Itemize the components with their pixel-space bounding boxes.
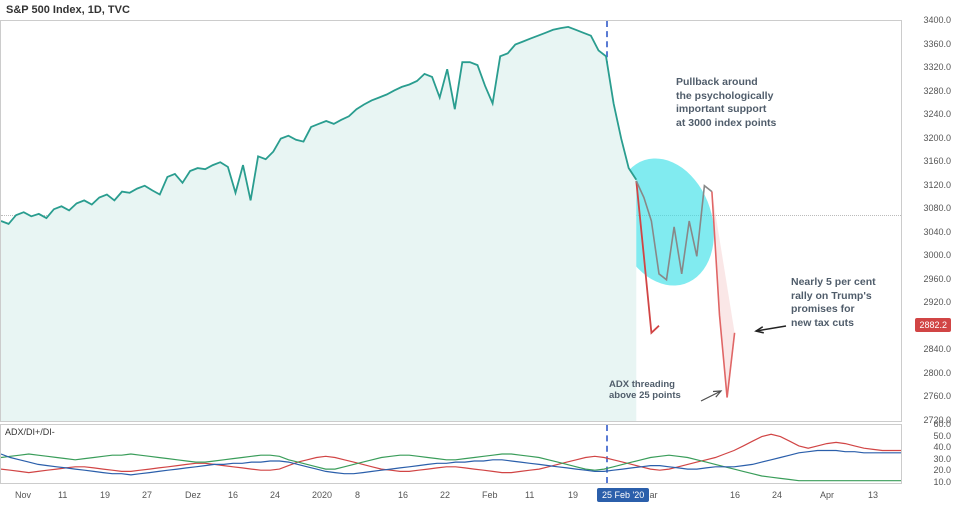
x-tick-label: 8 (355, 490, 360, 500)
y-tick-label: 3040.0 (923, 227, 951, 237)
y-tick-label: 2960.0 (923, 274, 951, 284)
x-tick-label: 27 (142, 490, 152, 500)
y-tick-label: 3120.0 (923, 180, 951, 190)
y-tick-label: 3000.0 (923, 250, 951, 260)
x-tick-label: 16 (228, 490, 238, 500)
y-tick-label-sub: 40.0 (933, 442, 951, 452)
y-tick-label: 3200.0 (923, 133, 951, 143)
x-tick-label: 19 (100, 490, 110, 500)
x-tick-label: Feb (482, 490, 498, 500)
annotation-rally: Nearly 5 per centrally on Trump'spromise… (791, 276, 876, 331)
y-tick-label: 3320.0 (923, 62, 951, 72)
x-tick-label: 11 (58, 490, 67, 500)
x-tick-label: 11 (525, 490, 534, 500)
sub-chart[interactable]: ADX/DI+/DI- (0, 424, 902, 484)
x-tick-label: 2020 (312, 490, 332, 500)
x-axis: Nov111927Dez1624202081622Feb1119Mar1624A… (0, 486, 900, 510)
x-tick-label: 13 (868, 490, 878, 500)
y-tick-label: 3280.0 (923, 86, 951, 96)
sub-chart-svg (1, 425, 901, 483)
x-tick-label: Dez (185, 490, 201, 500)
x-tick-label: 24 (270, 490, 280, 500)
x-highlight-label: 25 Feb '20 (597, 488, 649, 502)
y-tick-label: 3080.0 (923, 203, 951, 213)
y-tick-label: 3240.0 (923, 109, 951, 119)
x-tick-label: 16 (398, 490, 408, 500)
main-chart[interactable]: Pullback aroundthe psychologicallyimport… (0, 20, 902, 422)
y-tick-label-sub: 60.0 (933, 419, 951, 429)
annotation-adx: ADX threadingabove 25 points (609, 379, 681, 401)
x-tick-label: 19 (568, 490, 578, 500)
y-tick-label-sub: 10.0 (933, 477, 951, 487)
y-tick-label: 3400.0 (923, 15, 951, 25)
y-tick-label-sub: 50.0 (933, 431, 951, 441)
y-tick-label: 2760.0 (923, 391, 951, 401)
y-tick-label-sub: 30.0 (933, 454, 951, 464)
x-tick-label: Nov (15, 490, 31, 500)
y-axis-main: 3400.03360.03320.03280.03240.03200.03160… (902, 20, 954, 420)
y-tick-label: 3360.0 (923, 39, 951, 49)
x-tick-label: 24 (772, 490, 782, 500)
y-tick-label: 2920.0 (923, 297, 951, 307)
x-tick-label: 22 (440, 490, 450, 500)
y-tick-label-sub: 20.0 (933, 465, 951, 475)
y-tick-label: 3160.0 (923, 156, 951, 166)
chart-title: S&P 500 Index, 1D, TVC (6, 4, 130, 16)
y-axis-sub: 10.020.030.040.050.060.0 (902, 424, 954, 482)
annotation-pullback: Pullback aroundthe psychologicallyimport… (676, 76, 776, 131)
x-tick-label: Apr (820, 490, 834, 500)
y-tick-label: 2840.0 (923, 344, 951, 354)
current-price-badge: 2882.2 (915, 318, 951, 332)
y-tick-label: 2800.0 (923, 368, 951, 378)
x-tick-label: 16 (730, 490, 740, 500)
